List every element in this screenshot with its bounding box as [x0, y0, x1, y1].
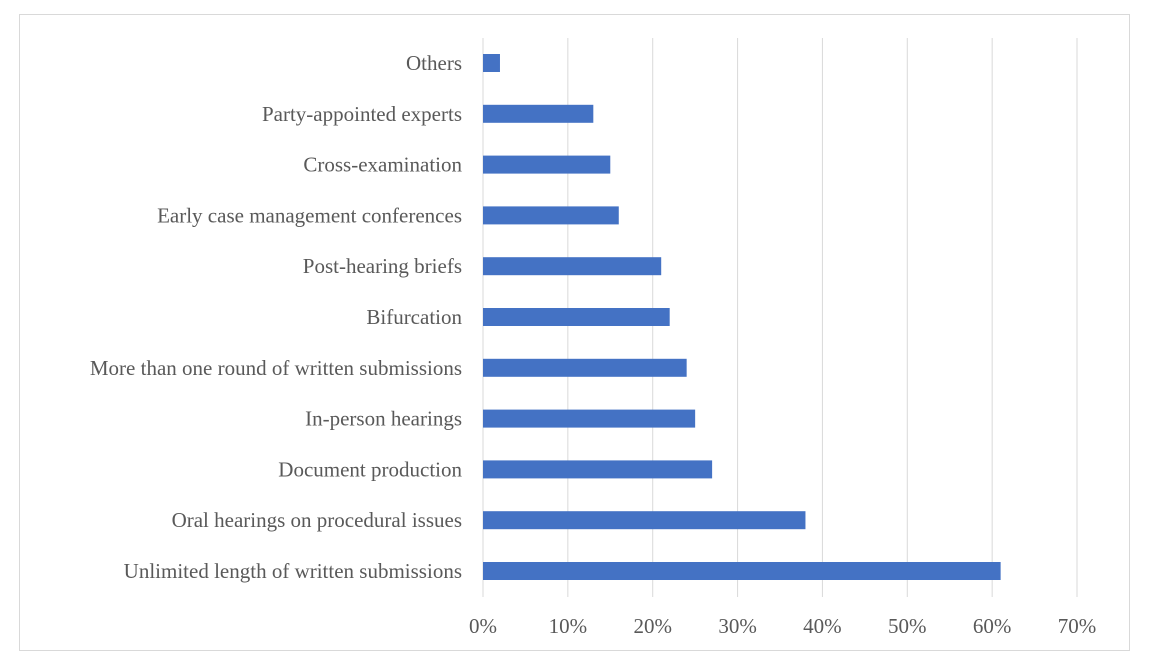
category-label: Cross-examination: [303, 153, 462, 177]
bar: [483, 409, 696, 428]
category-labels: Unlimited length of written submissions O…: [90, 51, 463, 583]
x-tick-label: 0%: [469, 614, 497, 638]
bar: [483, 358, 687, 377]
category-label: More than one round of written submissio…: [90, 356, 462, 380]
x-tick-label: 20%: [633, 614, 672, 638]
category-label: Party-appointed experts: [262, 102, 462, 126]
bars: [483, 54, 1001, 580]
bar: [483, 104, 594, 123]
bar: [483, 308, 670, 326]
category-label: Others: [406, 51, 462, 75]
bar: [483, 562, 1001, 580]
x-tick-label: 10%: [549, 614, 588, 638]
bar: [483, 206, 619, 225]
x-tick-label: 70%: [1058, 614, 1097, 638]
category-label: Unlimited length of written submissions: [124, 559, 462, 583]
x-tick-label: 50%: [888, 614, 927, 638]
x-tick-labels: 0% 10% 20% 30% 40% 50% 60% 70%: [469, 614, 1096, 638]
x-tick-label: 40%: [803, 614, 842, 638]
bar: [483, 54, 500, 72]
category-label: Early case management conferences: [157, 203, 462, 227]
category-label: Bifurcation: [366, 305, 462, 329]
bar: [483, 511, 806, 530]
x-tick-label: 60%: [973, 614, 1012, 638]
gridlines: [482, 38, 1078, 597]
category-label: Document production: [278, 457, 462, 481]
bar: [483, 155, 611, 174]
category-label: In-person hearings: [305, 407, 462, 431]
bar: [483, 257, 662, 276]
category-label: Oral hearings on procedural issues: [172, 508, 462, 532]
x-tick-label: 30%: [718, 614, 757, 638]
bar: [483, 460, 713, 479]
category-label: Post-hearing briefs: [303, 254, 462, 278]
